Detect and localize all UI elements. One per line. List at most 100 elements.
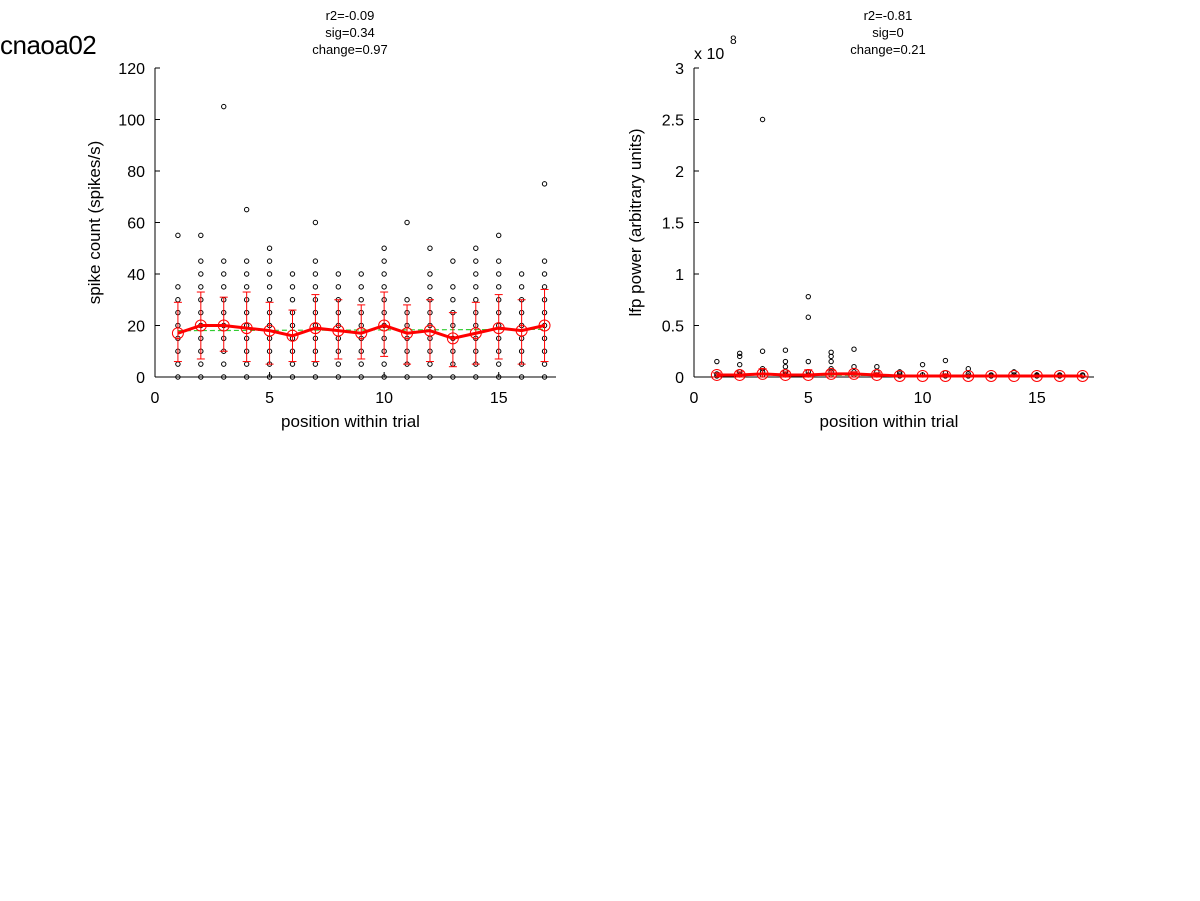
- data-point: [759, 116, 766, 123]
- y-axis-label: lfp power (arbitrary units): [626, 128, 645, 316]
- data-point: [805, 358, 811, 365]
- y-tick-label: 0: [675, 370, 684, 387]
- data-point: [496, 374, 502, 380]
- mean-marker: [355, 327, 368, 340]
- x-tick-label: 0: [690, 390, 699, 407]
- data-point: [335, 374, 342, 380]
- data-point: [381, 258, 387, 264]
- chart-title-line: r2=-0.81: [864, 8, 913, 23]
- mean-marker: [893, 369, 906, 382]
- chart-title-line: r2=-0.09: [326, 8, 375, 23]
- data-point: [289, 374, 296, 380]
- mean-marker: [332, 324, 345, 337]
- data-point: [289, 297, 296, 303]
- data-point: [714, 358, 720, 365]
- data-point: [541, 258, 548, 264]
- mean-marker: [194, 319, 207, 332]
- mean-marker: [1008, 369, 1020, 382]
- trend-line: [177, 328, 545, 332]
- y-tick-label: 1: [675, 267, 684, 284]
- mean-marker: [401, 327, 414, 340]
- mean-marker: [538, 319, 551, 332]
- data-point: [266, 245, 273, 251]
- data-point: [175, 361, 181, 367]
- data-point: [518, 374, 525, 380]
- mean-marker: [1053, 369, 1066, 382]
- data-point: [243, 206, 250, 213]
- data-point: [221, 374, 227, 380]
- data-point: [450, 284, 456, 290]
- chart-title-line: sig=0: [872, 25, 903, 40]
- data-point: [175, 297, 181, 303]
- data-point: [175, 284, 181, 290]
- data-point: [427, 361, 433, 367]
- data-point: [541, 181, 548, 187]
- x-tick-label: 5: [265, 390, 274, 407]
- chart-panel-2: 0 0.5 1 1.5 2 2.5 3 0 5 10 15 position within trial…: [626, 8, 1094, 431]
- data-point: [919, 361, 926, 368]
- y-tick-label: 0: [136, 370, 145, 387]
- data-point: [335, 361, 342, 367]
- mean-marker: [848, 367, 860, 380]
- mean-marker: [710, 368, 723, 381]
- data-point: [381, 284, 387, 290]
- y-tick-label: 3: [675, 61, 684, 78]
- data-point: [266, 271, 273, 277]
- y-tick-label: 2: [675, 164, 684, 181]
- y-tick-label: 0.5: [662, 319, 684, 336]
- mean-marker: [171, 327, 184, 340]
- data-point: [312, 361, 319, 367]
- mean-marker: [446, 332, 459, 345]
- data-point: [198, 232, 204, 239]
- y-tick-label: 80: [127, 164, 145, 181]
- data-point: [358, 297, 364, 303]
- data-point: [266, 297, 273, 303]
- data-point: [266, 374, 273, 380]
- data-point: [358, 361, 364, 367]
- mean-marker: [240, 322, 253, 335]
- chart-panel-1: 0 20 40 60 80 100 120 0 5 10 15 position within tri…: [85, 8, 556, 431]
- data-point: [198, 258, 204, 264]
- data-point: [335, 284, 342, 290]
- data-point: [289, 361, 296, 367]
- mean-marker: [939, 369, 952, 382]
- data-point: [473, 271, 479, 277]
- y-tick-label: 20: [127, 319, 145, 336]
- data-point: [221, 284, 227, 290]
- data-point: [381, 374, 387, 380]
- data-point: [450, 374, 456, 380]
- data-point: [198, 374, 204, 380]
- data-point: [473, 297, 479, 303]
- data-point: [175, 232, 181, 239]
- x-tick-label: 0: [151, 390, 160, 407]
- mean-marker: [962, 369, 975, 382]
- data-point: [243, 258, 250, 264]
- mean-marker: [1076, 369, 1089, 382]
- data-point: [198, 271, 204, 277]
- mean-marker: [423, 324, 436, 337]
- data-point: [496, 258, 502, 264]
- mean-marker: [263, 324, 276, 337]
- data-point: [289, 284, 296, 290]
- mean-marker: [378, 319, 391, 332]
- data-point: [266, 258, 273, 264]
- data-point: [358, 271, 364, 277]
- mean-marker: [217, 319, 230, 332]
- data-point: [759, 348, 766, 354]
- data-point: [381, 245, 387, 251]
- y-tick-label: 2.5: [662, 113, 684, 130]
- data-point: [473, 284, 479, 290]
- data-point: [198, 284, 204, 290]
- mean-marker: [309, 322, 322, 335]
- data-point: [782, 358, 789, 365]
- y-tick-label: 60: [127, 216, 145, 233]
- chart-title-line: sig=0.34: [325, 25, 375, 40]
- data-point: [473, 374, 479, 380]
- data-point: [404, 297, 410, 303]
- x-tick-label: 5: [804, 390, 813, 407]
- mean-marker: [515, 324, 528, 337]
- data-point: [496, 361, 502, 367]
- x-tick-label: 15: [1028, 390, 1046, 407]
- axis-exponent-power: 8: [730, 33, 737, 47]
- x-tick-label: 10: [375, 390, 393, 407]
